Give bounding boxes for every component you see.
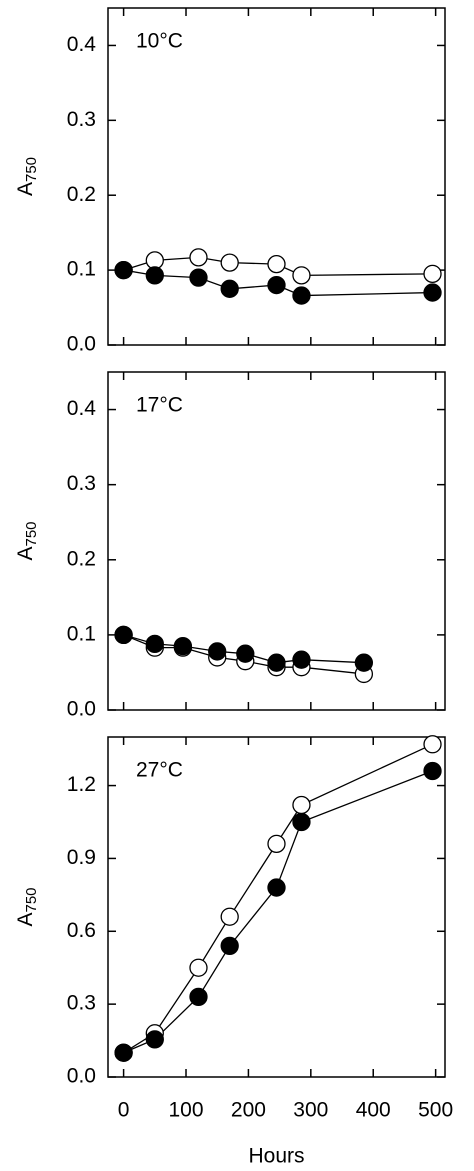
marker	[114, 1043, 133, 1062]
y-axis-label-main: A	[14, 182, 37, 196]
y-tick-label: 1.2	[67, 773, 96, 796]
x-tick-label: 0	[118, 1099, 130, 1122]
marker	[292, 650, 311, 669]
marker	[423, 283, 442, 302]
y-tick-label: 0.3	[67, 108, 96, 131]
marker	[354, 653, 374, 672]
marker	[220, 907, 239, 926]
y-tick-label: 0.0	[67, 698, 96, 721]
panel-label: 10°C	[136, 30, 183, 53]
panel-label: 17°C	[136, 394, 183, 417]
y-axis-label-sub: 750	[23, 157, 40, 182]
marker	[267, 275, 286, 295]
marker	[292, 812, 311, 832]
panel-label: 27°C	[136, 759, 183, 782]
x-tick-label: 200	[231, 1099, 266, 1122]
y-tick-label: 0.6	[67, 919, 96, 942]
marker	[189, 987, 208, 1007]
y-axis-label: A750	[14, 157, 40, 196]
x-axis-label: Hours	[248, 1145, 304, 1168]
y-tick-label: 0.1	[67, 258, 96, 281]
y-tick-label: 0.2	[67, 547, 96, 570]
marker	[114, 625, 133, 645]
marker	[292, 266, 311, 285]
y-tick-label: 0.9	[67, 846, 96, 869]
y-tick-label: 0.4	[67, 397, 97, 420]
y-tick-label: 0.0	[67, 333, 96, 356]
x-tick-label: 500	[418, 1099, 453, 1122]
marker	[173, 637, 193, 656]
y-axis-label-main: A	[14, 547, 37, 561]
marker	[267, 653, 286, 672]
y-axis-label-sub: 750	[23, 887, 40, 912]
y-tick-label: 0.3	[67, 992, 96, 1015]
plot-frame	[107, 371, 446, 711]
y-axis-label-main: A	[14, 913, 37, 927]
marker	[292, 795, 311, 815]
marker	[220, 253, 239, 272]
marker	[292, 286, 311, 305]
marker	[423, 761, 442, 781]
marker	[189, 268, 208, 287]
y-axis-label: A750	[14, 521, 40, 560]
marker	[220, 279, 239, 298]
marker	[189, 248, 208, 267]
marker	[189, 958, 208, 977]
marker	[267, 254, 286, 274]
plot-frame	[107, 736, 446, 1078]
marker	[145, 266, 164, 285]
x-tick-label: 100	[168, 1099, 203, 1122]
marker	[267, 834, 286, 854]
marker	[145, 634, 164, 654]
marker	[423, 735, 442, 754]
marker	[220, 936, 239, 956]
marker	[145, 1030, 164, 1049]
y-tick-label: 0.3	[67, 472, 96, 495]
y-tick-label: 0.4	[67, 33, 97, 56]
y-tick-label: 0.0	[67, 1065, 96, 1088]
x-tick-label: 400	[356, 1099, 391, 1122]
series-line	[123, 743, 433, 1054]
marker	[236, 644, 255, 663]
y-tick-label: 0.2	[67, 183, 96, 206]
x-tick-label: 300	[293, 1099, 328, 1122]
y-axis-label-sub: 750	[23, 521, 40, 546]
marker	[423, 264, 442, 284]
marker	[114, 260, 133, 280]
plot-frame	[107, 7, 446, 346]
y-tick-label: 0.1	[67, 622, 96, 645]
marker	[267, 878, 286, 897]
y-axis-label: A750	[14, 887, 40, 926]
marker	[208, 642, 227, 661]
